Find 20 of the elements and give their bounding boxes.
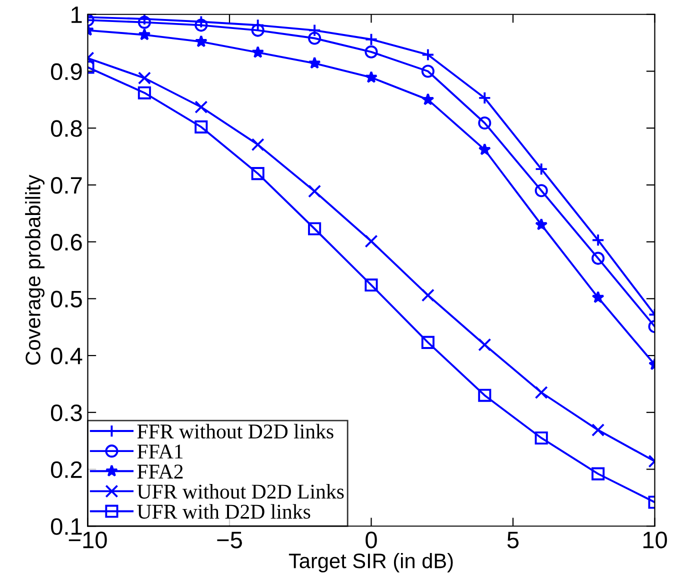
legend-label: FFA2 bbox=[137, 464, 183, 478]
y-tick-label: 1 bbox=[72, 6, 82, 23]
x-tick-label: −5 bbox=[217, 532, 242, 548]
y-tick-label: 0.7 bbox=[50, 177, 82, 194]
x-tick-label: 0 bbox=[366, 532, 377, 548]
y-tick-label: 0.6 bbox=[50, 234, 82, 251]
y-tick-label: 0.8 bbox=[50, 120, 82, 137]
x-axis-title: Target SIR (in dB) bbox=[288, 552, 453, 572]
legend-label: FFA1 bbox=[137, 444, 183, 458]
y-tick-label: 0.5 bbox=[50, 290, 82, 308]
legend-label: UFR with D2D links bbox=[137, 504, 310, 519]
y-tick-label: 0.9 bbox=[50, 63, 82, 80]
y-tick-label: 0.2 bbox=[50, 461, 82, 478]
x-tick-label: 10 bbox=[643, 532, 667, 548]
legend-label: UFR without D2D Links bbox=[137, 484, 344, 499]
y-tick-label: 0.4 bbox=[50, 348, 82, 364]
x-tick-label: 5 bbox=[507, 532, 519, 548]
y-axis-title: Coverage probability bbox=[25, 174, 45, 365]
y-tick-label: 0.3 bbox=[50, 404, 82, 422]
legend-label: FFR without D2D links bbox=[137, 424, 334, 439]
